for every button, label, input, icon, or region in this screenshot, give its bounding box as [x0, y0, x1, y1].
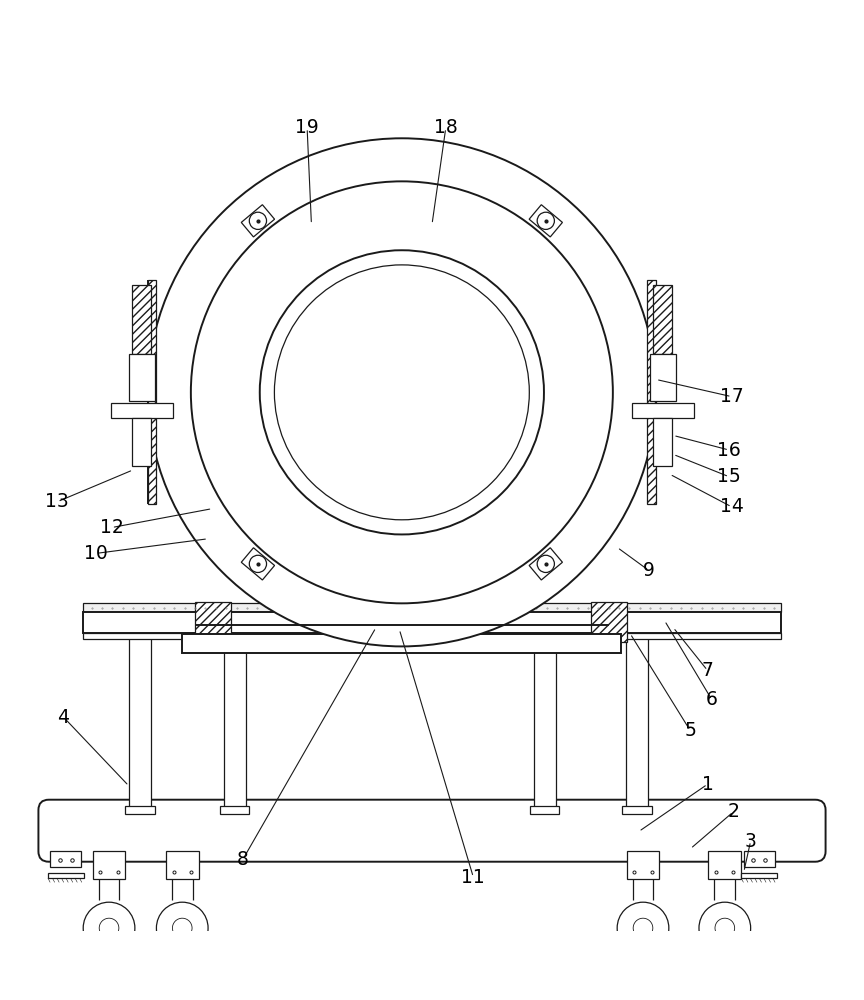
Bar: [132, 418, 151, 466]
Text: 10: 10: [85, 544, 108, 563]
Bar: [111, 403, 173, 418]
Bar: [626, 633, 648, 810]
Bar: [591, 602, 627, 642]
Text: 8: 8: [237, 850, 249, 869]
Text: 13: 13: [46, 492, 69, 511]
Text: 9: 9: [643, 561, 655, 580]
Text: 4: 4: [57, 708, 69, 727]
Bar: [624, 960, 662, 965]
Bar: [163, 960, 201, 965]
Bar: [653, 418, 672, 466]
Circle shape: [148, 138, 656, 646]
FancyBboxPatch shape: [38, 800, 826, 862]
Text: 16: 16: [717, 441, 741, 460]
Bar: [92, 851, 125, 879]
Bar: [224, 633, 246, 810]
Bar: [129, 633, 151, 810]
Bar: [83, 612, 781, 633]
Circle shape: [250, 555, 266, 572]
Text: 15: 15: [717, 467, 741, 486]
Bar: [83, 633, 781, 639]
Text: 2: 2: [727, 802, 740, 821]
Bar: [220, 806, 250, 814]
Bar: [129, 354, 155, 401]
Text: 6: 6: [706, 690, 718, 709]
Bar: [50, 851, 81, 867]
Bar: [622, 806, 651, 814]
Circle shape: [537, 212, 555, 229]
Bar: [90, 960, 128, 965]
Bar: [195, 602, 232, 642]
Bar: [626, 851, 659, 879]
Bar: [132, 285, 151, 354]
Text: 17: 17: [720, 387, 744, 406]
Bar: [647, 280, 656, 504]
Bar: [182, 634, 621, 653]
Bar: [534, 633, 556, 810]
Bar: [708, 851, 741, 879]
Polygon shape: [241, 205, 275, 237]
Bar: [530, 806, 560, 814]
Bar: [650, 354, 676, 401]
Bar: [148, 280, 156, 504]
Bar: [125, 806, 155, 814]
Text: 1: 1: [702, 775, 714, 794]
Circle shape: [617, 902, 669, 954]
Text: 12: 12: [99, 518, 124, 537]
Text: 19: 19: [295, 118, 319, 137]
Text: 14: 14: [720, 497, 744, 516]
Bar: [381, 547, 422, 588]
Circle shape: [83, 902, 135, 954]
Circle shape: [699, 902, 751, 954]
Bar: [166, 851, 199, 879]
Bar: [83, 603, 781, 612]
Polygon shape: [529, 205, 562, 237]
Circle shape: [537, 555, 555, 572]
Text: 18: 18: [434, 118, 458, 137]
Bar: [741, 873, 778, 878]
Text: 7: 7: [702, 661, 714, 680]
Text: 5: 5: [684, 721, 696, 740]
Bar: [706, 960, 744, 965]
Bar: [48, 873, 84, 878]
Polygon shape: [529, 548, 562, 580]
Text: 11: 11: [461, 868, 486, 887]
Bar: [653, 285, 672, 354]
Polygon shape: [391, 588, 412, 603]
Polygon shape: [241, 548, 275, 580]
Circle shape: [156, 902, 208, 954]
Circle shape: [250, 212, 266, 229]
Bar: [744, 851, 775, 867]
Bar: [632, 403, 694, 418]
Circle shape: [260, 250, 544, 534]
Circle shape: [191, 181, 613, 603]
Text: 3: 3: [745, 832, 757, 851]
